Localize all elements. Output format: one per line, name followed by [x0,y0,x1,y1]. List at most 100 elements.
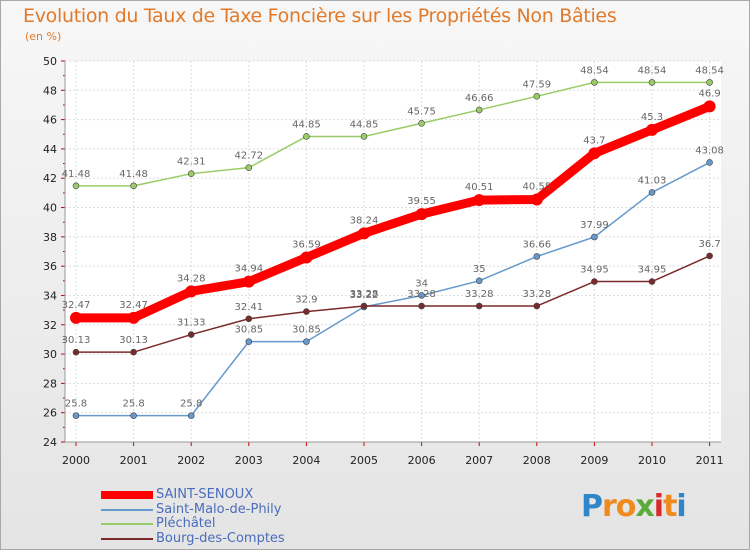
legend-item: SAINT-SENOUX [101,488,285,503]
data-label: 33.28 [407,289,436,300]
data-label: 34.28 [177,273,206,284]
data-point [533,302,541,310]
data-label: 48.54 [695,65,724,76]
data-label: 32.9 [295,295,317,306]
data-label: 45.3 [641,112,663,123]
data-label: 44.85 [350,119,379,130]
proxiti-logo: Proxiti [581,489,687,524]
data-label: 44.85 [292,119,321,130]
series-line-pléchâtel [75,81,711,187]
x-tick-label: 2007 [465,454,493,467]
legend-label: Pléchâtel [156,516,216,532]
data-point [185,285,198,298]
data-point [418,302,425,310]
data-label: 39.55 [407,196,436,207]
data-label: 33.28 [350,289,379,300]
data-point [127,311,140,324]
x-tick-label: 2011 [696,454,724,467]
data-point [303,308,310,315]
data-point [187,331,195,338]
data-label: 45.75 [407,106,436,117]
data-label: 46.66 [465,93,494,104]
data-point [187,170,195,177]
legend: SAINT-SENOUX Saint-Malo-de-Phily Pléchâtel… [101,488,285,546]
data-label: 33.22 [350,290,379,301]
legend-swatch [101,491,153,500]
data-point [130,348,137,356]
x-tick-label: 2001 [120,454,148,467]
data-point [130,412,137,419]
data-label: 43.7 [583,135,605,146]
legend-swatch [101,508,153,511]
data-point [300,251,313,264]
y-tick-label: 40 [43,202,57,215]
y-tick-label: 36 [43,260,57,273]
data-point [648,189,656,196]
data-point [242,275,255,288]
data-label: 47.59 [522,79,551,90]
data-point [415,208,428,221]
data-point [591,79,598,86]
data-label: 41.48 [119,169,148,180]
data-label: 30.85 [234,325,263,336]
y-tick-label: 34 [43,289,57,302]
y-tick-label: 44 [43,143,57,156]
series-line-saint-senoux [71,101,715,323]
legend-item: Saint-Malo-de-Phily [101,502,285,518]
data-point [475,302,483,310]
data-point [72,412,80,419]
data-point [70,311,82,324]
data-point [303,338,310,345]
data-label: 34.95 [580,265,609,276]
y-tick-label: 50 [43,55,57,68]
series-line-bourg-des-comptes [75,255,711,353]
data-label: 40.55 [522,181,551,192]
data-label: 41.03 [638,175,667,186]
y-tick-label: 42 [43,172,57,185]
y-tick-label: 30 [43,348,57,361]
x-tick-label: 2003 [235,454,263,467]
legend-item: Bourg-des-Comptes [101,530,285,547]
data-label: 42.72 [234,151,263,162]
y-tick-label: 26 [43,407,57,420]
data-label: 32.41 [234,302,263,313]
data-point [533,253,541,260]
data-point [418,292,425,299]
data-label: 40.51 [465,182,494,193]
x-tick-label: 2008 [523,454,551,467]
data-label: 46.9 [698,88,720,99]
data-label: 36.66 [522,239,551,250]
data-point [245,164,253,171]
y-tick-label: 32 [43,319,57,332]
data-point [418,119,425,127]
data-point [72,182,80,190]
data-label: 34.94 [234,264,263,275]
data-label: 30.13 [119,335,148,346]
series-line-saint-malo-de-phily [75,161,711,417]
plot-area [65,61,721,442]
data-point [703,100,716,113]
data-point [475,106,483,114]
legend-item: Pléchâtel [101,517,285,532]
data-label: 30.85 [292,325,321,336]
x-tick-label: 2010 [638,454,666,467]
data-point [533,93,541,100]
data-label: 32.47 [62,300,91,311]
legend-label: Bourg-des-Comptes [156,530,285,546]
data-label: 31.33 [177,318,206,329]
data-point [648,278,656,285]
data-point [358,227,370,240]
legend-swatch [101,523,153,526]
data-point [646,123,658,136]
data-point [475,277,483,285]
x-tick-label: 2009 [580,454,608,467]
data-label: 25.8 [180,399,202,410]
data-point [530,193,543,206]
legend-label: SAINT-SENOUX [156,487,254,503]
data-point [591,278,598,285]
data-label: 36.59 [292,240,321,251]
data-label: 42.31 [177,157,206,168]
data-point [245,315,253,323]
